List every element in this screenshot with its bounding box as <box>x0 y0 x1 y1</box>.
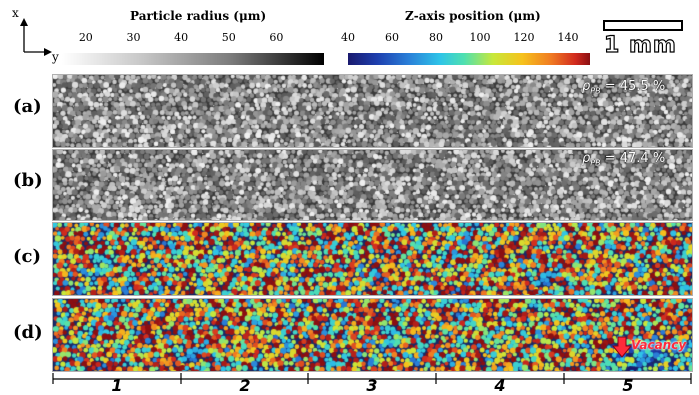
segment-ruler <box>52 373 692 384</box>
scale-bar-label: 1 mm <box>603 32 677 58</box>
particle-field-b <box>53 150 692 220</box>
particle-field-d <box>53 299 692 371</box>
panel-label-a: (a) <box>13 96 42 117</box>
vacancy-arrow-icon <box>612 336 632 358</box>
density-subscript: PB <box>590 158 601 168</box>
particle-strip-c <box>52 222 693 296</box>
colorbar-gray-tick-label: 20 <box>78 31 93 44</box>
axes-arrows-icon <box>20 18 52 56</box>
y-axis-label: y <box>52 50 59 64</box>
colorbar-color-tick-label: 100 <box>469 31 491 44</box>
particle-field-c <box>53 223 692 295</box>
panel-label-c: (c) <box>13 246 41 267</box>
panel-label-b: (b) <box>13 170 43 191</box>
colorbar-gray-tick-label: 40 <box>174 31 189 44</box>
colorbar-color-tick-label: 120 <box>513 31 535 44</box>
colorbar-gray-tick-label: 30 <box>126 31 141 44</box>
density-symbol: ρ <box>582 79 591 94</box>
density-subscript: PB <box>590 86 601 96</box>
colorbar-gray-tick-label: 60 <box>269 31 284 44</box>
x-axis-label: x <box>12 6 19 20</box>
density-value: = 45.5 % <box>600 79 666 94</box>
density-annotation-a: ρPB = 45.5 % <box>582 79 665 96</box>
density-annotation-b: ρPB = 47.4 % <box>582 151 665 168</box>
colorbar-color-title: Z-axis position (μm) <box>405 9 541 23</box>
particle-strip-a <box>52 74 693 148</box>
particle-strip-b <box>52 149 693 221</box>
segment-label-5: 5 <box>622 376 634 395</box>
panel-label-d: (d) <box>13 322 43 343</box>
coordinate-axes: x y <box>10 6 60 64</box>
segment-label-3: 3 <box>366 376 378 395</box>
segment-label-4: 4 <box>494 376 506 395</box>
colorbar-jet <box>348 53 590 65</box>
segment-label-2: 2 <box>239 376 251 395</box>
colorbar-color-tick-label: 40 <box>341 31 355 44</box>
density-symbol: ρ <box>582 151 591 166</box>
colorbar-color-tick-label: 60 <box>385 31 399 44</box>
scale-bar <box>603 20 683 31</box>
colorbar-color-tick-label: 140 <box>557 31 579 44</box>
colorbar-gray-title: Particle radius (μm) <box>130 9 267 23</box>
vacancy-label: Vacancy <box>631 338 687 352</box>
density-value: = 47.4 % <box>600 151 666 166</box>
segment-label-1: 1 <box>111 376 123 395</box>
colorbar-gray-tick-label: 50 <box>221 31 236 44</box>
particle-field-a <box>53 75 692 147</box>
colorbar-gray <box>62 53 324 65</box>
colorbar-color-tick-label: 80 <box>429 31 443 44</box>
particle-strip-d <box>52 298 693 372</box>
